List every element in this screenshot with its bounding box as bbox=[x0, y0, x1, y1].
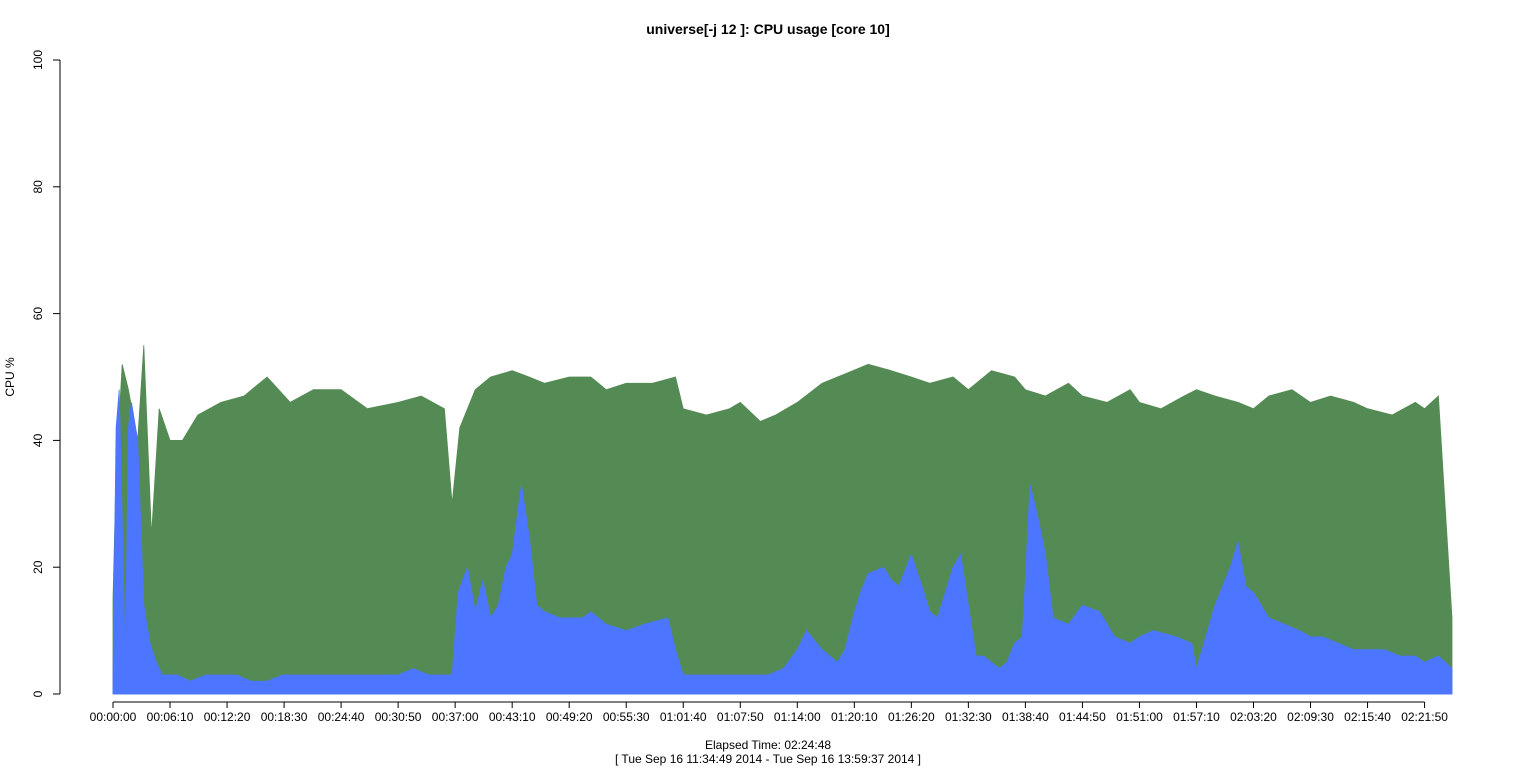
x-tick-label: 01:20:10 bbox=[831, 710, 878, 724]
y-tick-label: 60 bbox=[31, 307, 45, 321]
x-tick-label: 00:12:20 bbox=[204, 710, 251, 724]
x-tick-label: 00:24:40 bbox=[318, 710, 365, 724]
x-tick-label: 02:03:20 bbox=[1230, 710, 1277, 724]
series-layer bbox=[112, 345, 1453, 695]
x-tick-label: 01:14:00 bbox=[774, 710, 821, 724]
x-axis-label: Elapsed Time: 02:24:48 bbox=[704, 738, 832, 752]
x-axis-date-range: [ Tue Sep 16 11:34:49 2014 - Tue Sep 16 … bbox=[614, 752, 922, 766]
x-tick-label: 01:57:10 bbox=[1173, 710, 1220, 724]
y-tick-label: 80 bbox=[31, 180, 45, 194]
axes-layer: 0 20 40 60 80 100 00:00:00 00:06:10 00:12:20 00:1… bbox=[31, 50, 1448, 724]
x-tick-label: 00:00:00 bbox=[90, 710, 137, 724]
y-tick-label: 0 bbox=[31, 690, 45, 697]
x-tick-label: 01:26:20 bbox=[888, 710, 935, 724]
x-tick-label: 00:30:50 bbox=[375, 710, 422, 724]
x-tick-label: 02:21:50 bbox=[1401, 710, 1448, 724]
y-axis-label: CPU % bbox=[3, 357, 17, 397]
x-tick-label: 00:06:10 bbox=[147, 710, 194, 724]
x-tick-label: 01:07:50 bbox=[717, 710, 764, 724]
x-tick-label: 01:44:50 bbox=[1059, 710, 1106, 724]
x-tick-label: 01:32:30 bbox=[945, 710, 992, 724]
x-tick-label: 01:38:40 bbox=[1002, 710, 1049, 724]
x-tick-label: 00:55:30 bbox=[603, 710, 650, 724]
x-tick-label: 02:15:40 bbox=[1344, 710, 1391, 724]
x-tick-label: 01:51:00 bbox=[1116, 710, 1163, 724]
series-area-2 bbox=[112, 389, 1453, 695]
x-tick-label: 00:37:00 bbox=[432, 710, 479, 724]
y-tick-label: 20 bbox=[31, 560, 45, 574]
x-tick-label: 00:49:20 bbox=[546, 710, 593, 724]
y-tick-label: 40 bbox=[31, 433, 45, 447]
chart-title: universe[-j 12 ]: CPU usage [core 10] bbox=[646, 21, 890, 37]
series-area-1 bbox=[112, 345, 1453, 695]
x-tick-label: 02:09:30 bbox=[1287, 710, 1334, 724]
x-tick-label: 00:43:10 bbox=[489, 710, 536, 724]
x-tick-label: 01:01:40 bbox=[660, 710, 707, 724]
y-tick-label: 100 bbox=[31, 50, 45, 70]
x-tick-label: 00:18:30 bbox=[261, 710, 308, 724]
